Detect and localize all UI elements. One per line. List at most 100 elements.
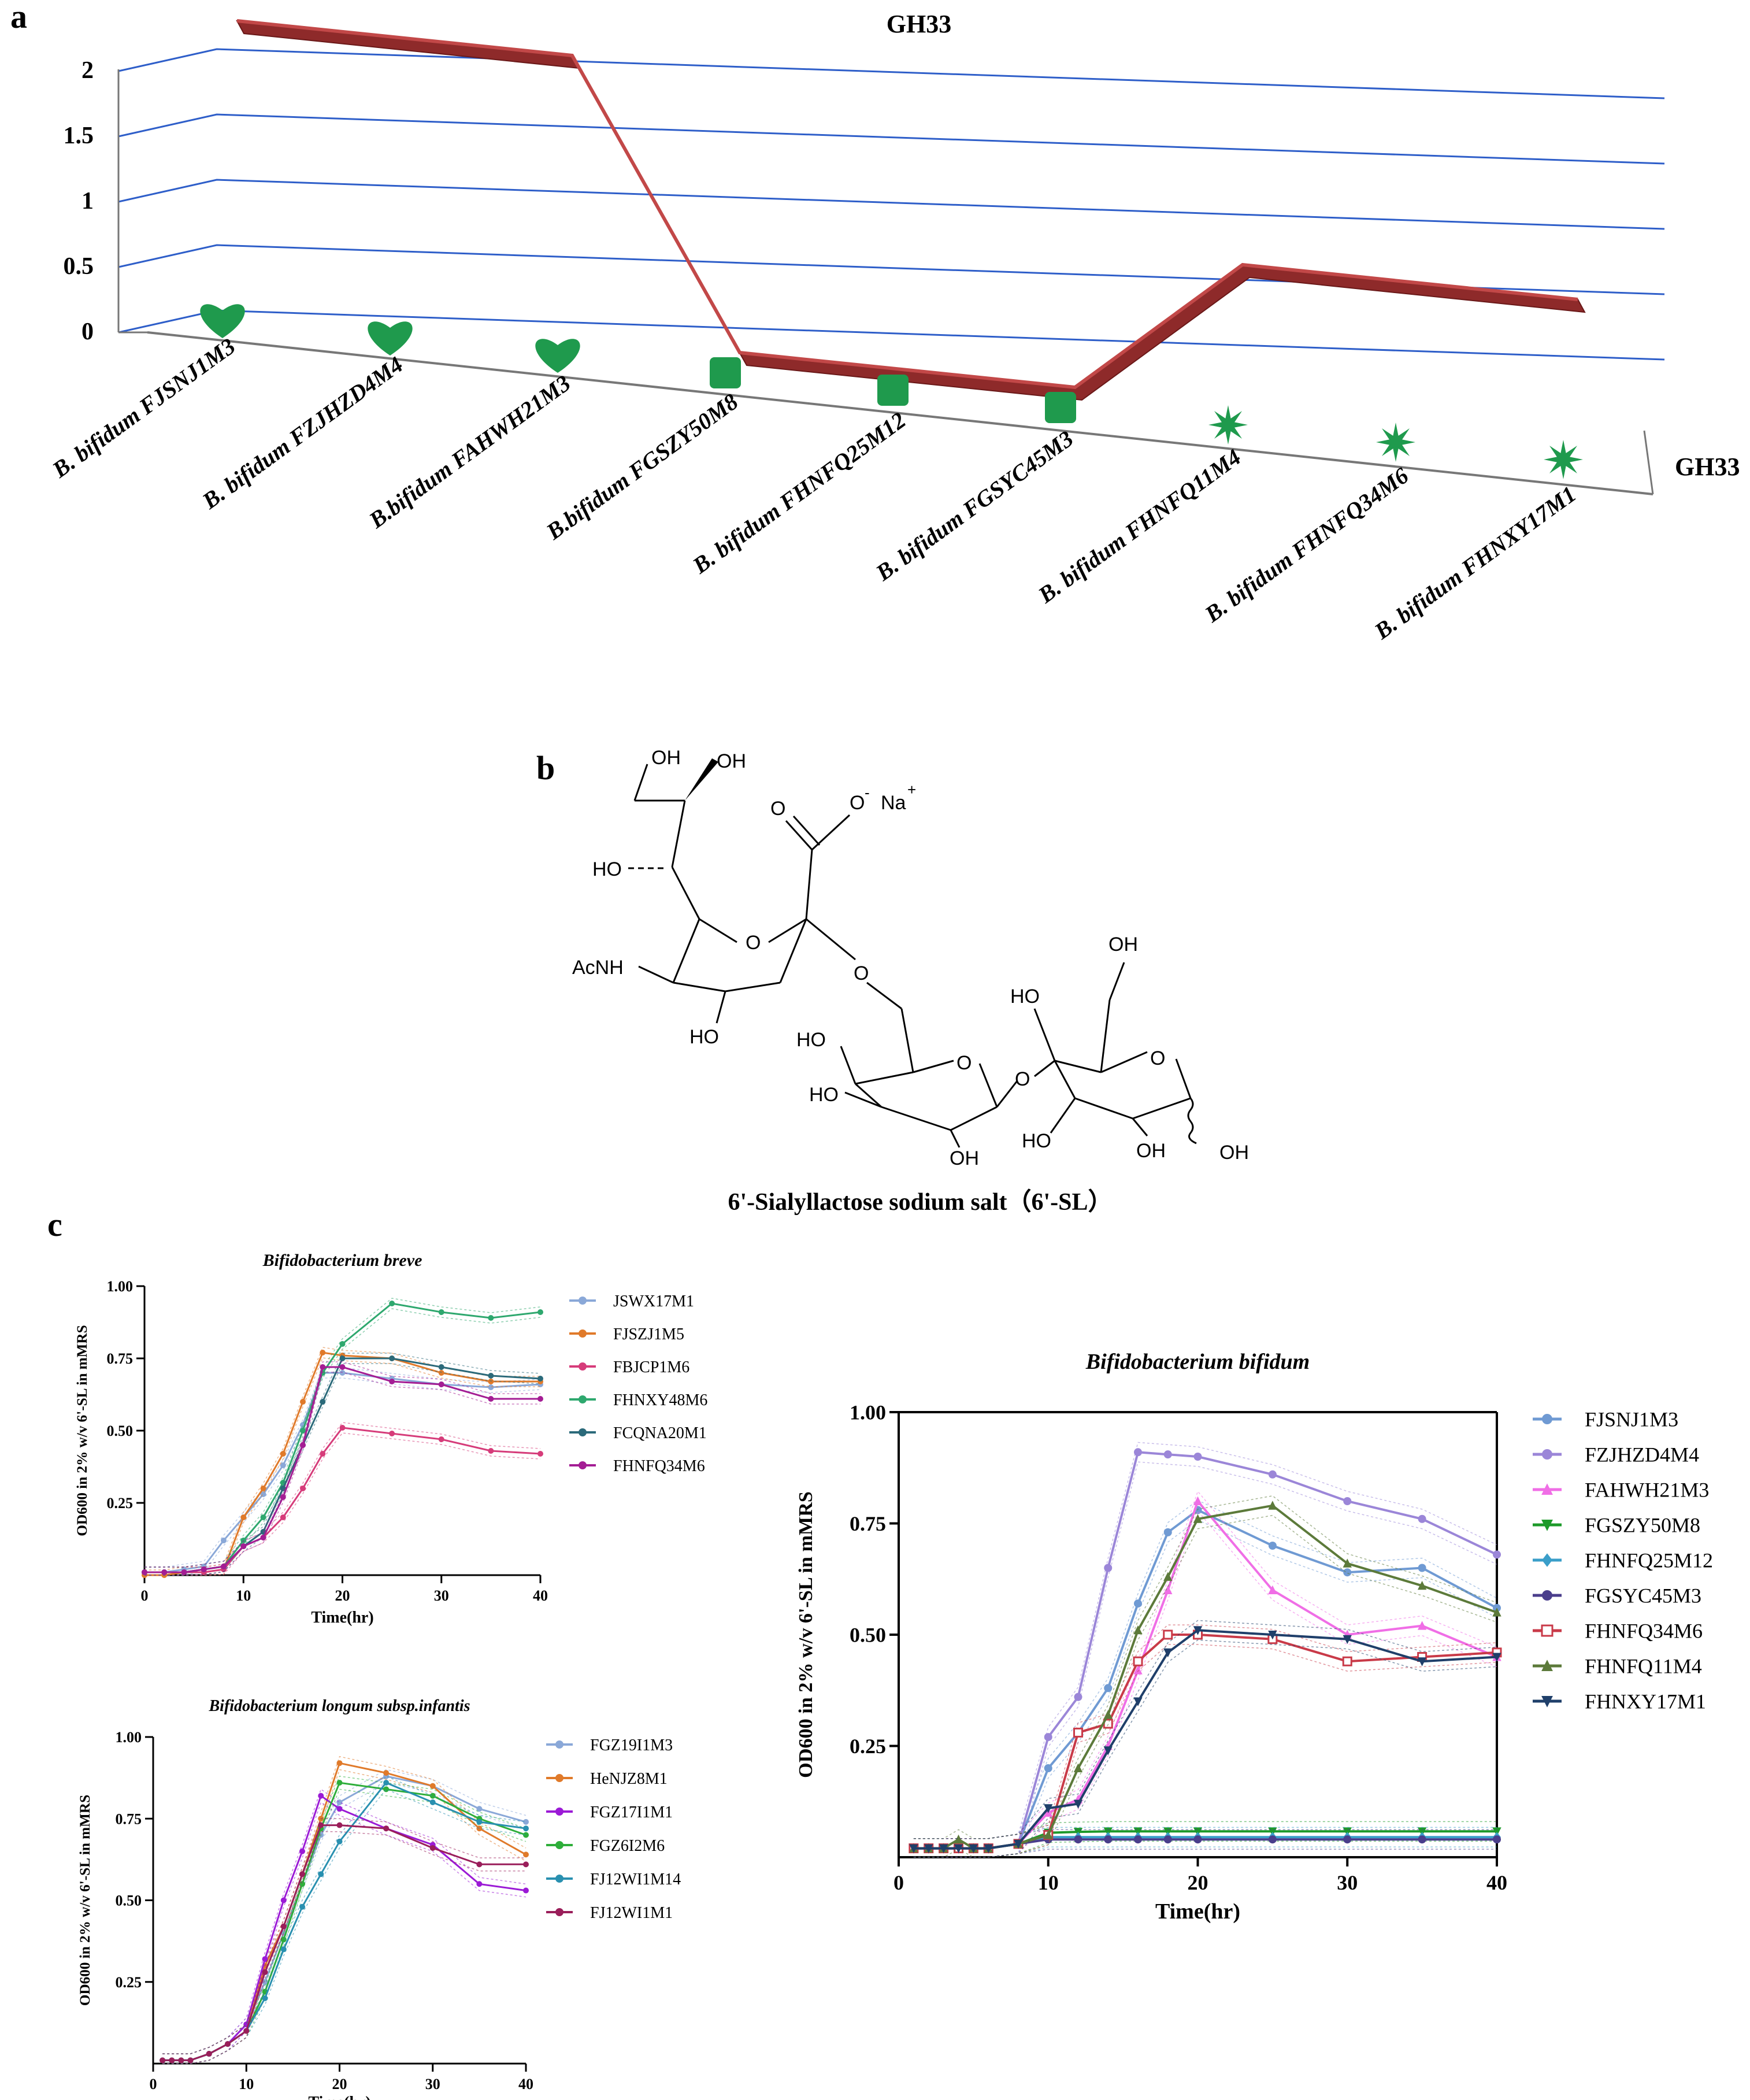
chart-breve-series-point [280,1462,286,1468]
panel-a-letter: a [10,0,27,35]
chart-bifidum-series-upper-band [913,1821,1497,1839]
atom-ho3: HO [796,1029,826,1051]
atom-o-keto: O [770,798,785,820]
chart-bifidum-series-point [1133,1665,1143,1675]
chart-breve-series-lower-band [144,1308,541,1576]
chart-breve-series-point [161,1569,168,1575]
chart-bifidum-series-point [1163,1835,1172,1844]
gh33-grid [118,48,1665,361]
chart-breve-series-point [300,1428,306,1434]
chart-bifidum-series-point [1492,1827,1501,1836]
chart-bifidum-series-point [1493,1835,1501,1844]
atom-ho6: HO [1022,1130,1051,1152]
chart-bifidum-series-point [1074,1692,1082,1701]
chart-bifidum-series-point [1193,1835,1202,1844]
gh33-heart-marker [368,321,413,355]
chart-breve-series-point [339,1341,346,1347]
gh33-ribbon-body [236,20,1586,401]
chart-breve-series-point [537,1451,543,1457]
chart-infantis-legend-label: FGZ19I1M3 [590,1736,673,1754]
gh33-ytick-label: 2 [81,57,94,84]
atom-minus: - [865,784,870,801]
chart-infantis-series-point [476,1881,483,1887]
chart-infantis-series-point [280,1923,287,1929]
chart-bifidum-x-tick-label: 0 [893,1871,904,1894]
chart-breve-series-point [300,1399,306,1405]
chart-breve-series-upper-band [144,1347,540,1571]
chart-breve-series-point [389,1379,395,1384]
gh33-ribbon [236,19,1586,401]
chart-breve-x-tick-label: 10 [236,1587,251,1604]
bifidum-chart: Bifidobacterium bifidum 0 10 20 30 40 0.25 0.50… [795,1350,1713,1924]
chart-bifidum-series-point [1074,1835,1082,1844]
chart-infantis-series-point [523,1825,529,1832]
chart-bifidum-series-lower-band [913,1644,1497,1858]
chart-breve-y-tick-label: 1.00 [107,1278,134,1295]
chart-bifidum-series-point [1418,1835,1426,1844]
chart-bifidum-series-point [1493,1550,1501,1559]
gh33-category-label: B. bifidum FJSNJ1M3 [47,333,240,483]
chart-infantis-series-point [383,1770,390,1776]
chart-infantis-legend-label: FGZ17I1M1 [590,1803,673,1821]
chart-breve-series-line [144,1366,540,1573]
chart-bifidum-series-point [909,1844,918,1853]
chart-infantis-series-point [262,1969,268,1975]
chart-infantis-series-point [429,1792,436,1799]
chart-breve-series-line [144,1372,541,1573]
chart-breve-series-lower-band [144,1432,541,1576]
chart-bifidum-series-point [954,1834,963,1844]
chart-breve-series-point [389,1301,395,1306]
chart-bifidum-series-point [1163,1827,1173,1836]
chart-bifidum-y-tick-label: 0.75 [850,1512,886,1535]
chart-infantis-legend-label: HeNJZ8M1 [590,1770,668,1788]
chart-breve-series-point [488,1384,494,1390]
chart-breve-series-line [144,1427,541,1573]
chart-bifidum-legend-label: FGSZY50M8 [1585,1514,1700,1537]
chart-breve-y-tick-label: 0.75 [107,1350,134,1367]
gh33-category-label: B. bifidum FZJHZD4M4 [197,351,407,514]
chart-breve-legend-label: FHNFQ34M6 [613,1457,705,1475]
chart-infantis-series-point [178,2057,184,2064]
chart-bifidum-legend-label: FHNFQ25M12 [1585,1549,1713,1572]
chart-breve-series-point [438,1309,444,1315]
chart-breve-legend-marker [579,1362,587,1371]
chart-breve-series-point [201,1566,207,1572]
chart-bifidum-series-point [1163,1585,1173,1594]
chart-bifidum-title: Bifidobacterium bifidum [1085,1350,1310,1374]
chart-infantis-series-point [523,1851,529,1858]
chart-bifidum-series-point [1103,1710,1113,1719]
chart-breve-y-tick-label: 0.25 [107,1495,134,1512]
chart-infantis-series-point [476,1806,483,1812]
chart-breve-series-point [221,1564,227,1569]
chart-breve-series-point [260,1486,266,1491]
chart-breve-series-point [438,1364,444,1370]
chart-bifidum-series-point [1268,1501,1277,1510]
chart-infantis-series-point [318,1792,324,1799]
atom-plus: + [907,781,916,798]
gh33-category-label: B. bifidum FHNFQ34M6 [1199,462,1413,628]
chart-bifidum-series-point [1163,1629,1173,1640]
gh33-heart-marker [200,304,245,338]
chart-breve-series-point [320,1364,326,1370]
chart-infantis-series-point [225,2041,231,2047]
chart-breve-x-label: Time(hr) [311,1609,373,1627]
chart-bifidum-legend-label: FHNXY17M1 [1585,1690,1706,1713]
gh33-ytick-label: 1.5 [64,123,94,149]
atom-glyco-o1: O [854,962,869,984]
chart-infantis-series-lower-band [162,1788,527,2064]
atom-ring-o3: O [1150,1047,1165,1069]
chart-bifidum-y-tick-label: 1.00 [850,1401,886,1424]
chart-breve-series-point [320,1399,326,1405]
panel-c-letter: c [47,1206,62,1243]
chart-infantis-legend-marker [555,1808,563,1816]
chart-infantis-series-point [429,1783,436,1789]
chart-infantis-series-point [280,1946,287,1953]
chart-bifidum-series-point [1103,1827,1113,1836]
chart-bifidum-series-point [1104,1564,1113,1572]
chart-infantis-series-upper-band [162,1818,526,2054]
chart-breve-series-lower-band [144,1357,540,1576]
atom-glyco-o2: O [1015,1068,1030,1090]
chart-infantis-series-point [336,1822,343,1828]
chart-infantis-series-point [160,2057,166,2064]
chart-bifidum-series-point [1134,1448,1142,1457]
